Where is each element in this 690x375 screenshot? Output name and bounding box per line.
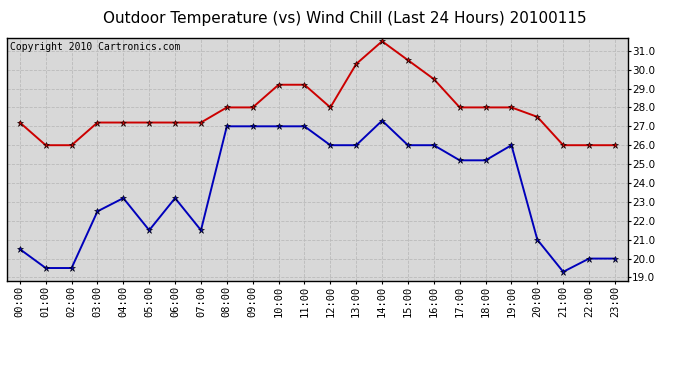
Text: Outdoor Temperature (vs) Wind Chill (Last 24 Hours) 20100115: Outdoor Temperature (vs) Wind Chill (Las… (104, 11, 586, 26)
Text: Copyright 2010 Cartronics.com: Copyright 2010 Cartronics.com (10, 42, 180, 52)
